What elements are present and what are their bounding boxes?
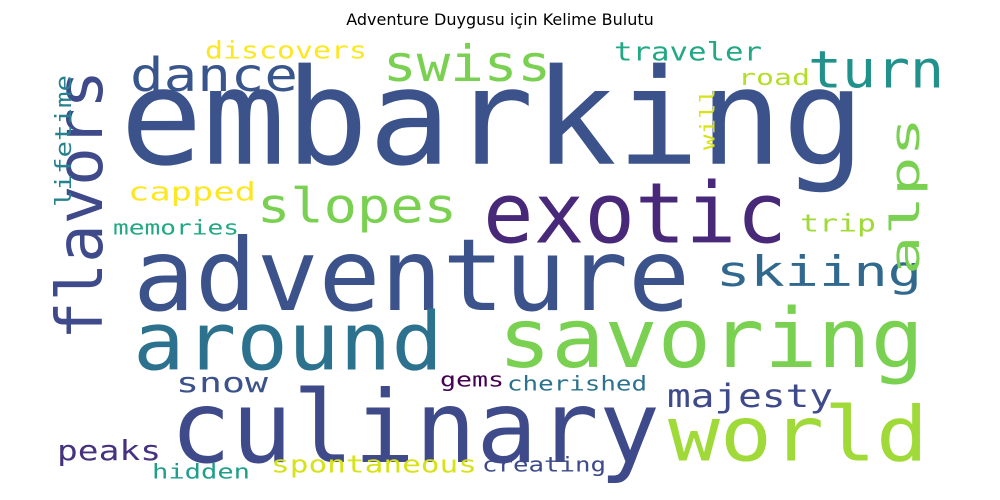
word-spontaneous: spontaneous: [271, 451, 477, 479]
word-swiss: swiss: [383, 35, 551, 93]
word-trip: trip: [800, 210, 876, 238]
word-discovers: discovers: [205, 37, 367, 65]
word-adventure: adventure: [133, 217, 690, 334]
word-traveler: traveler: [614, 37, 762, 67]
word-skiing: skiing: [716, 247, 922, 296]
word-will: will: [696, 88, 720, 150]
word-creating: creating: [482, 453, 606, 477]
word-exotic: exotic: [483, 165, 787, 263]
word-dance: dance: [130, 48, 298, 102]
chart-title: Adventure Duygusu için Kelime Bulutu: [346, 10, 654, 29]
word-road: road: [738, 66, 810, 91]
word-snow: snow: [176, 366, 268, 399]
word-hidden: hidden: [152, 460, 250, 484]
word-alps: alps: [883, 117, 929, 275]
word-lifetime: lifetime: [52, 75, 77, 207]
word-world: world: [668, 389, 928, 478]
word-gems: gems: [440, 368, 504, 392]
word-majesty: majesty: [667, 377, 833, 415]
word-capped: capped: [128, 177, 256, 207]
word-embarking: embarking: [120, 42, 865, 196]
word-cherished: cherished: [507, 372, 647, 396]
word-culinary: culinary: [170, 369, 660, 486]
word-memories: memories: [113, 216, 239, 240]
word-flavors: flavors: [44, 70, 118, 340]
word-savoring: savoring: [498, 292, 924, 387]
word-slopes: slopes: [257, 178, 457, 234]
word-turn: turn: [808, 41, 944, 101]
word-around: around: [133, 295, 443, 388]
word-peaks: peaks: [57, 434, 161, 467]
